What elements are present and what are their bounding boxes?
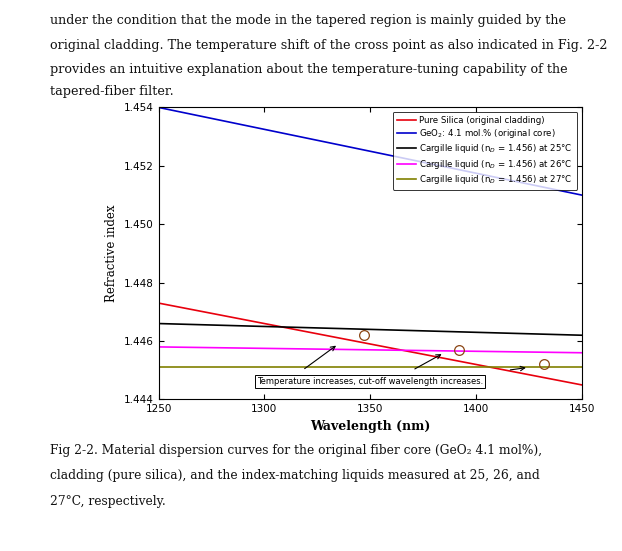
Text: Fig 2-2. Material dispersion curves for the original fiber core (GeO₂ 4.1 mol%),: Fig 2-2. Material dispersion curves for …: [50, 444, 542, 457]
X-axis label: Wavelength (nm): Wavelength (nm): [310, 420, 430, 433]
Text: provides an intuitive explanation about the temperature-tuning capability of the: provides an intuitive explanation about …: [50, 63, 567, 77]
Text: under the condition that the mode in the tapered region is mainly guided by the: under the condition that the mode in the…: [50, 14, 566, 27]
Legend: Pure Silica (original cladding), GeO$_2$: 4.1 mol.% (original core), Cargille li: Pure Silica (original cladding), GeO$_2$…: [392, 112, 577, 190]
Text: Temperature increases, cut-off wavelength increases.: Temperature increases, cut-off wavelengt…: [257, 377, 483, 386]
Text: tapered-fiber filter.: tapered-fiber filter.: [50, 85, 174, 99]
Text: original cladding. The temperature shift of the cross point as also indicated in: original cladding. The temperature shift…: [50, 39, 607, 52]
Text: 27°C, respectively.: 27°C, respectively.: [50, 495, 165, 508]
Text: cladding (pure silica), and the index-matching liquids measured at 25, 26, and: cladding (pure silica), and the index-ma…: [50, 469, 539, 483]
Y-axis label: Refractive index: Refractive index: [105, 205, 118, 302]
